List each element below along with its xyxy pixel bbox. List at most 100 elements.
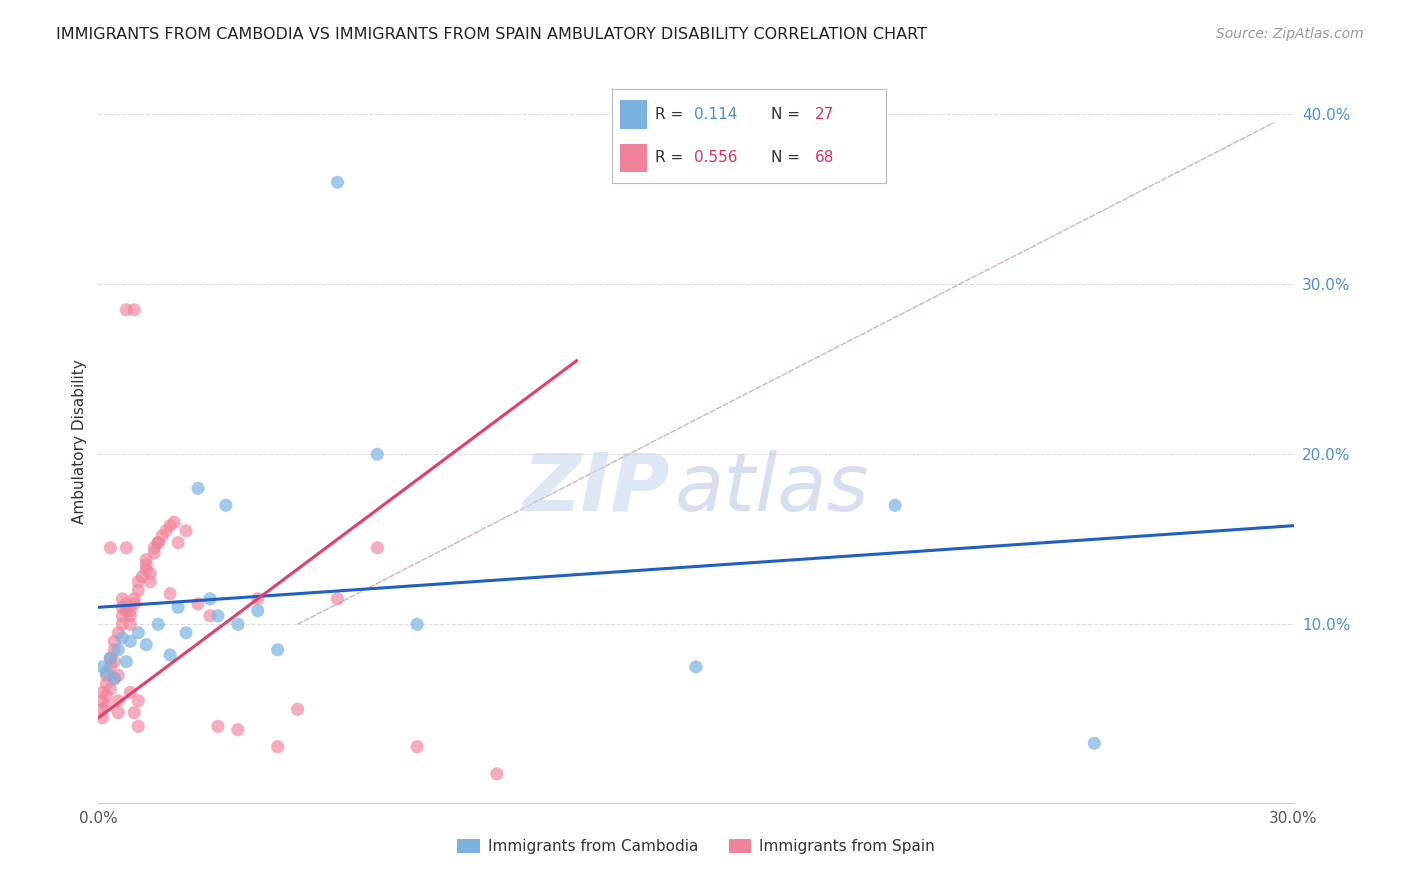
Point	[127, 625, 149, 640]
Text: Source: ZipAtlas.com: Source: ZipAtlas.com	[1216, 27, 1364, 41]
Point	[115, 302, 138, 317]
Point	[163, 516, 186, 530]
Text: 68: 68	[814, 150, 834, 165]
Point	[167, 535, 190, 549]
Point	[103, 672, 125, 686]
Point	[127, 583, 149, 598]
Point	[98, 651, 122, 665]
Y-axis label: Ambulatory Disability: Ambulatory Disability	[72, 359, 87, 524]
Point	[127, 574, 149, 589]
Point	[91, 660, 114, 674]
Point	[226, 617, 249, 632]
Text: atlas: atlas	[675, 450, 869, 527]
Point	[139, 566, 162, 581]
Point	[198, 591, 221, 606]
Point	[107, 694, 129, 708]
Point	[127, 694, 149, 708]
Legend: Immigrants from Cambodia, Immigrants from Spain: Immigrants from Cambodia, Immigrants fro…	[451, 833, 941, 860]
Point	[1083, 736, 1105, 750]
Point	[174, 524, 197, 538]
Point	[98, 681, 122, 696]
Point	[143, 541, 166, 555]
Point	[366, 447, 388, 461]
Point	[187, 597, 209, 611]
Point	[143, 546, 166, 560]
Point	[111, 600, 134, 615]
Point	[98, 660, 122, 674]
Point	[103, 634, 125, 648]
Point	[103, 642, 125, 657]
Bar	[620, 101, 647, 128]
Point	[91, 685, 114, 699]
Text: 0.556: 0.556	[695, 150, 737, 165]
Point	[115, 541, 138, 555]
Point	[207, 608, 229, 623]
Point	[884, 498, 907, 512]
Point	[155, 524, 177, 538]
Point	[120, 634, 142, 648]
Point	[120, 685, 142, 699]
Point	[127, 719, 149, 733]
Point	[226, 723, 249, 737]
Text: 0.114: 0.114	[695, 107, 737, 122]
Point	[96, 668, 118, 682]
Point	[685, 660, 707, 674]
Text: IMMIGRANTS FROM CAMBODIA VS IMMIGRANTS FROM SPAIN AMBULATORY DISABILITY CORRELAT: IMMIGRANTS FROM CAMBODIA VS IMMIGRANTS F…	[56, 27, 927, 42]
Point	[366, 541, 388, 555]
Point	[267, 642, 290, 657]
Point	[103, 672, 125, 686]
Text: ZIP: ZIP	[522, 450, 669, 527]
Text: 27: 27	[814, 107, 834, 122]
Point	[131, 570, 153, 584]
Point	[120, 617, 142, 632]
Point	[96, 677, 118, 691]
Point	[103, 655, 125, 669]
Point	[111, 617, 134, 632]
Point	[115, 597, 138, 611]
Point	[124, 706, 146, 720]
Point	[120, 604, 142, 618]
Point	[135, 558, 157, 572]
Point	[148, 617, 170, 632]
Point	[326, 175, 349, 189]
Point	[107, 706, 129, 720]
Point	[215, 498, 238, 512]
Point	[96, 665, 118, 679]
Point	[267, 739, 290, 754]
Point	[246, 591, 269, 606]
Point	[246, 604, 269, 618]
Point	[174, 625, 197, 640]
Point	[98, 651, 122, 665]
Point	[96, 698, 118, 713]
Point	[167, 600, 190, 615]
Point	[135, 563, 157, 577]
Point	[111, 608, 134, 623]
Point	[115, 655, 138, 669]
Point	[115, 604, 138, 618]
Point	[120, 608, 142, 623]
Point	[207, 719, 229, 733]
Point	[135, 638, 157, 652]
Point	[124, 597, 146, 611]
Point	[96, 689, 118, 703]
Point	[139, 574, 162, 589]
Point	[148, 535, 170, 549]
Point	[198, 608, 221, 623]
Point	[124, 302, 146, 317]
Point	[287, 702, 309, 716]
Point	[326, 591, 349, 606]
Text: R =: R =	[655, 150, 689, 165]
Point	[187, 481, 209, 495]
Point	[159, 518, 181, 533]
Point	[135, 552, 157, 566]
Text: N =: N =	[770, 150, 804, 165]
Point	[150, 529, 173, 543]
Point	[91, 702, 114, 716]
Point	[107, 668, 129, 682]
Text: N =: N =	[770, 107, 804, 122]
Point	[111, 591, 134, 606]
Point	[159, 648, 181, 662]
Point	[98, 541, 122, 555]
Point	[148, 535, 170, 549]
Point	[406, 739, 429, 754]
